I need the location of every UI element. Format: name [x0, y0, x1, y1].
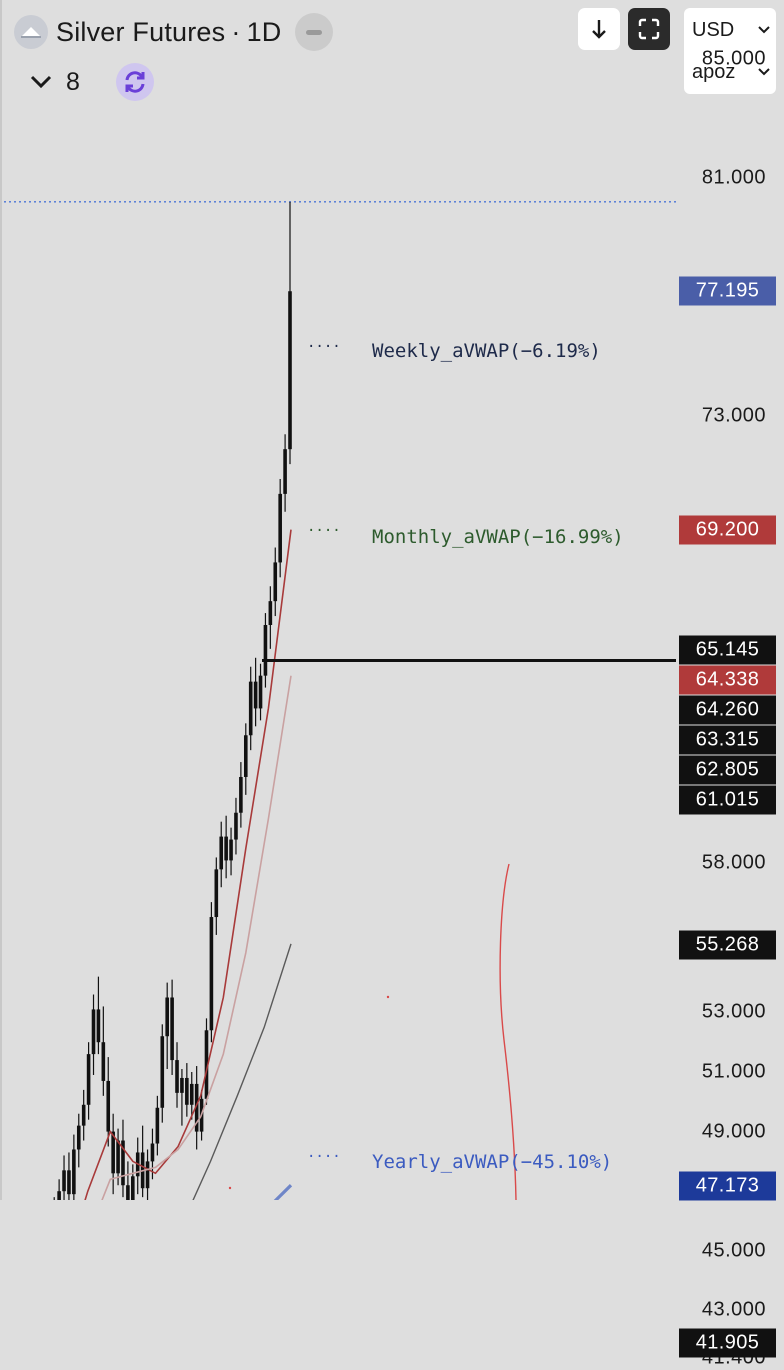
candle-body: [229, 839, 233, 861]
candle-body: [288, 291, 292, 450]
candle-body: [239, 776, 243, 813]
candle-body: [145, 1161, 150, 1189]
monthly-vwap-line: [101, 675, 292, 1200]
price-tag-level: 65.145: [679, 635, 776, 665]
candle-body: [209, 917, 214, 1031]
price-tick: 81.000: [701, 166, 766, 189]
candle-body: [121, 1140, 125, 1186]
currency-value: USD: [692, 18, 735, 41]
candle-body: [175, 1060, 179, 1093]
arrow-down-icon: [592, 20, 606, 39]
candle-body: [72, 1149, 76, 1195]
price-tick: 43.000: [701, 1298, 766, 1321]
gray-band-line: [192, 943, 292, 1200]
price-tag-monthly-vwap: 64.338: [679, 665, 776, 695]
price-tag-last: 77.195: [679, 276, 776, 306]
candle-body: [81, 1104, 86, 1126]
symbol-title: Silver Futures · 1D: [56, 16, 282, 47]
price-tag-level: 62.805: [679, 755, 776, 785]
candle-body: [96, 1009, 101, 1043]
sync-button[interactable]: [115, 63, 154, 101]
weekly-vwap-dots[interactable]: ····: [307, 339, 341, 355]
fullscreen-icon: [638, 18, 660, 40]
candle-body: [91, 1009, 96, 1055]
price-tag-level: 63.315: [679, 725, 776, 755]
price-tag-level: 41.905: [679, 1328, 776, 1358]
price-tag-yearly-vwap: 47.173: [679, 1171, 776, 1201]
settings-panel: USD apoz: [684, 8, 776, 94]
candle-body: [126, 1185, 130, 1200]
candle-body: [116, 1140, 120, 1174]
candle-body: [234, 812, 238, 840]
monthly-vwap-dots[interactable]: ····: [307, 523, 341, 539]
candle-body: [243, 735, 248, 777]
yearly-vwap-label[interactable]: Yearly_aVWAP(−45.10%): [372, 1151, 613, 1173]
price-tick: 49.000: [701, 1120, 766, 1143]
candle-body: [106, 1080, 111, 1132]
candle-body: [165, 997, 169, 1037]
price-tick: 73.000: [701, 404, 766, 427]
chart-left-border: [0, 0, 2, 1200]
sync-icon: [125, 71, 145, 93]
candle-body: [160, 1036, 165, 1108]
symbol-header[interactable]: Silver Futures · 1D: [14, 12, 334, 52]
chevron-down-icon: [758, 68, 770, 76]
candle-body: [57, 1191, 61, 1200]
candle-body: [155, 1107, 160, 1144]
price-tag-level: 64.260: [679, 695, 776, 725]
collapse-button[interactable]: [295, 13, 334, 51]
red-curve-line: [499, 863, 517, 1200]
candle-body: [180, 1077, 184, 1093]
weekly-vwap-line: [84, 529, 292, 1200]
monthly-vwap-label[interactable]: Monthly_aVWAP(−16.99%): [372, 526, 624, 548]
candle-body: [248, 681, 253, 736]
candle-body: [204, 1030, 209, 1099]
candle-body: [283, 449, 287, 494]
price-tag-weekly-vwap: 69.200: [679, 515, 776, 545]
candle-body: [278, 493, 282, 563]
candle-body: [67, 1170, 71, 1195]
scroll-down-button[interactable]: [578, 8, 620, 50]
fullscreen-button[interactable]: [628, 8, 670, 50]
weekly-vwap-label[interactable]: Weekly_aVWAP(−6.19%): [372, 340, 601, 362]
currency-select[interactable]: USD: [692, 10, 770, 50]
exchange-logo: [14, 15, 48, 49]
candle-body: [219, 836, 224, 870]
chevron-down-icon: [758, 26, 770, 34]
candle-body: [258, 675, 263, 709]
red-dot: [386, 995, 390, 999]
candle-body: [194, 1083, 199, 1132]
candle-body: [170, 997, 174, 1061]
candle-body: [111, 1131, 115, 1174]
candle-body: [273, 562, 278, 602]
candle-body: [263, 625, 268, 676]
candle-body: [101, 1042, 106, 1081]
candle-body: [150, 1143, 155, 1162]
yearly-vwap-dots[interactable]: ····: [307, 1149, 341, 1165]
candle-body: [86, 1054, 91, 1105]
price-tick: 58.000: [701, 851, 766, 874]
candle-body: [185, 1077, 189, 1105]
candle-body: [131, 1176, 135, 1200]
price-tick: 51.000: [701, 1060, 766, 1083]
candle-body: [189, 1083, 194, 1105]
indicator-count: 8: [66, 67, 80, 96]
chevron-down-icon[interactable]: [30, 75, 52, 89]
price-chart[interactable]: [0, 0, 784, 1200]
candle-body: [224, 836, 228, 861]
price-tick: 45.000: [701, 1239, 766, 1262]
price-tick: 85.000: [701, 47, 766, 70]
candle-body: [214, 869, 219, 918]
candle-body: [76, 1125, 81, 1150]
price-tag-level: 55.268: [679, 930, 776, 960]
candle-body: [253, 681, 258, 709]
red-dot: [228, 1186, 232, 1190]
candle-body: [62, 1170, 66, 1192]
user-value: apoz: [692, 60, 736, 83]
price-tick: 53.000: [701, 1000, 766, 1023]
user-select[interactable]: apoz: [692, 52, 770, 92]
indicators-toggle[interactable]: 8: [30, 62, 154, 102]
candle-body: [268, 601, 273, 625]
price-tag-level: 61.015: [679, 785, 776, 815]
